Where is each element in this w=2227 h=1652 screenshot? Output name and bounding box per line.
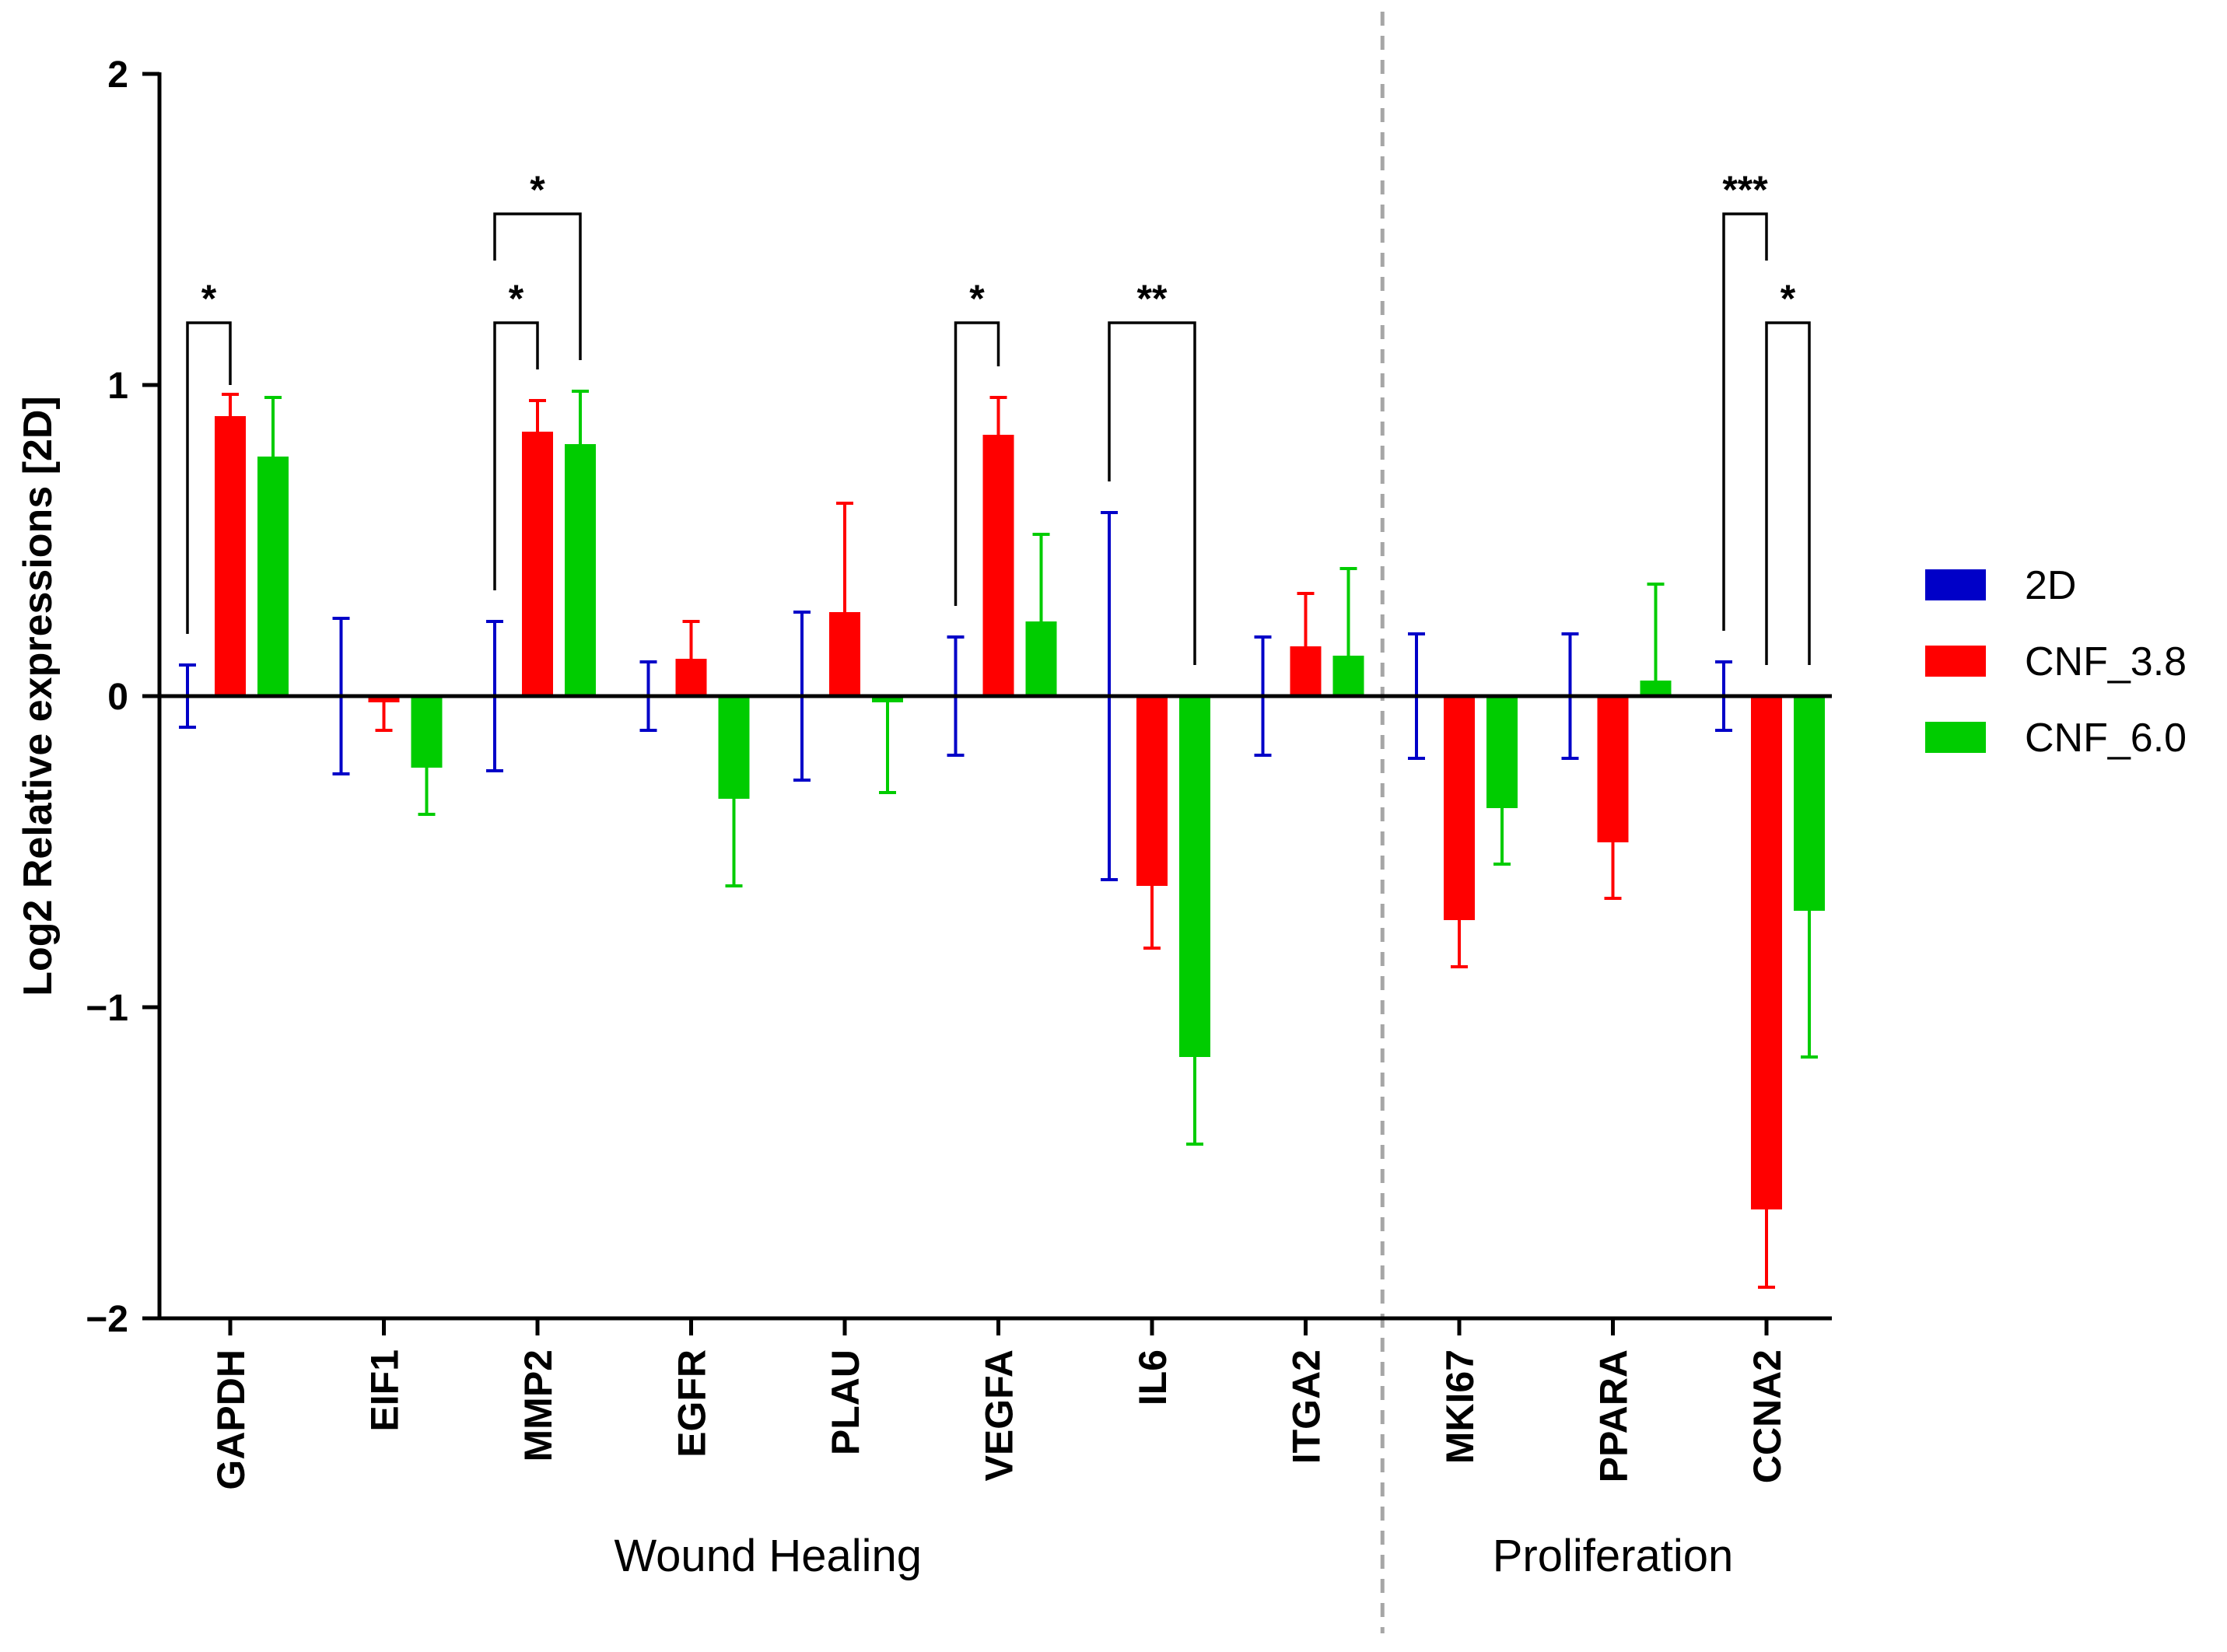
bar-CNF_3.8-ITGA2: [1290, 646, 1322, 696]
bar-CNF_6.0-EIF1: [411, 696, 443, 768]
significance-bracket: [493, 321, 539, 590]
x-tick-label: PPARA: [1592, 1349, 1636, 1482]
y-tick-label: 0: [107, 677, 128, 718]
bar-CNF_6.0-IL6: [1179, 696, 1210, 1057]
y-tick-label: −2: [86, 1299, 128, 1340]
legend-swatch-CNF_3.8: [1925, 646, 1986, 677]
x-tick-label: EGFR: [671, 1349, 714, 1458]
x-tick-label: GAPDH: [209, 1349, 253, 1490]
bar-CNF_3.8-MMP2: [522, 432, 553, 696]
x-tick-label: EIF1: [363, 1349, 407, 1432]
bar-CNF_6.0-ITGA2: [1332, 656, 1364, 696]
bar-CNF_6.0-EGFR: [718, 696, 750, 799]
bar-CNF_6.0-CCNA2: [1794, 696, 1825, 911]
significance-label: *: [530, 168, 545, 212]
bar-CNF_3.8-CCNA2: [1751, 696, 1782, 1209]
x-tick-label: MKI67: [1438, 1349, 1482, 1464]
significance-bracket: [1722, 212, 1768, 631]
significance-label: *: [969, 277, 985, 320]
bar-CNF_6.0-PLAU: [872, 696, 903, 702]
y-tick-label: −1: [86, 988, 128, 1029]
x-tick-label: IL6: [1131, 1349, 1175, 1405]
x-tick-label: MMP2: [516, 1349, 560, 1461]
significance-bracket: [954, 321, 1000, 606]
bar-CNF_6.0-MMP2: [565, 444, 596, 696]
x-tick-label: CCNA2: [1746, 1349, 1789, 1483]
significance-bracket: [493, 212, 582, 360]
group-label: Proliferation: [1493, 1531, 1733, 1581]
x-tick-label: PLAU: [824, 1349, 867, 1455]
significance-label: *: [509, 277, 524, 320]
bar-CNF_3.8-VEGFA: [982, 435, 1014, 696]
legend-swatch-2D: [1925, 569, 1986, 600]
significance-bracket: [1765, 321, 1811, 665]
y-tick-label: 1: [107, 366, 128, 407]
bar-CNF_3.8-IL6: [1136, 696, 1168, 886]
significance-bracket: [186, 321, 232, 634]
significance-label: *: [201, 277, 217, 320]
bar-CNF_6.0-PPARA: [1640, 681, 1672, 696]
legend-label: CNF_3.8: [2025, 639, 2187, 684]
legend-swatch-CNF_6.0: [1925, 722, 1986, 753]
bar-CNF_3.8-MKI67: [1444, 696, 1475, 920]
bar-CNF_3.8-EIF1: [368, 696, 400, 702]
bar-CNF_3.8-EGFR: [675, 659, 707, 696]
bar-CNF_3.8-PLAU: [829, 612, 860, 696]
y-tick-label: 2: [107, 54, 128, 96]
y-axis-label: Log2 Relative expressions [2D]: [16, 396, 61, 996]
significance-label: *: [1781, 277, 1796, 320]
x-tick-label: ITGA2: [1285, 1349, 1329, 1464]
significance-label: **: [1137, 277, 1168, 320]
bar-CNF_6.0-VEGFA: [1025, 621, 1057, 696]
legend-label: 2D: [2025, 563, 2076, 608]
significance-label: ***: [1722, 168, 1768, 212]
bar-CNF_6.0-MKI67: [1486, 696, 1518, 808]
legend-label: CNF_6.0: [2025, 716, 2187, 761]
bar-CNF_6.0-GAPDH: [257, 457, 289, 696]
significance-bracket: [1108, 321, 1196, 665]
bar-CNF_3.8-PPARA: [1597, 696, 1629, 842]
group-label: Wound Healing: [614, 1531, 922, 1581]
x-tick-label: VEGFA: [978, 1349, 1021, 1481]
bar-CNF_3.8-GAPDH: [215, 416, 246, 696]
